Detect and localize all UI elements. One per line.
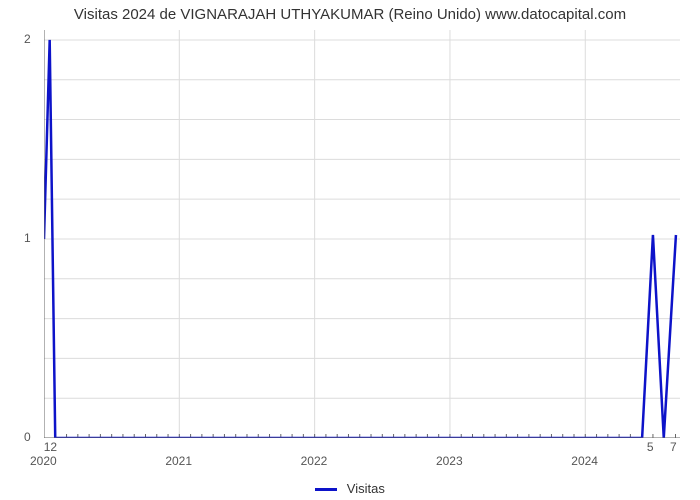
legend-label: Visitas xyxy=(347,481,385,496)
x-tick-label: 2024 xyxy=(571,454,598,468)
chart-plot-area: 012202020212022202320241257 xyxy=(44,30,680,438)
y-tick-label: 1 xyxy=(24,231,31,245)
x-tick-label: 2020 xyxy=(30,454,57,468)
data-point-label: 12 xyxy=(44,440,57,454)
legend-swatch xyxy=(315,488,337,491)
chart-legend: Visitas xyxy=(0,481,700,496)
x-tick-label: 2021 xyxy=(165,454,192,468)
chart-svg xyxy=(44,30,680,438)
x-tick-label: 2023 xyxy=(436,454,463,468)
y-tick-label: 0 xyxy=(24,430,31,444)
chart-title: Visitas 2024 de VIGNARAJAH UTHYAKUMAR (R… xyxy=(0,0,700,23)
x-tick-label: 2022 xyxy=(301,454,328,468)
y-tick-label: 2 xyxy=(24,32,31,46)
data-point-label: 7 xyxy=(670,440,677,454)
data-point-label: 5 xyxy=(647,440,654,454)
